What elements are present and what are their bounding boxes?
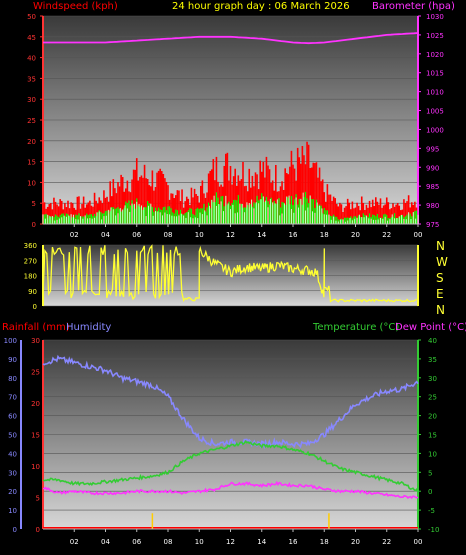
temp-x-tick-label: 16 — [289, 538, 298, 546]
temperature-tick-label: 0 — [428, 488, 432, 496]
wind-direction-line — [42, 244, 417, 303]
humidity-tick-label: 10 — [8, 507, 17, 515]
barometer-tick-label: 985 — [426, 183, 439, 191]
humidity-tick-label: 90 — [8, 356, 17, 364]
windspeed-tick-label: 15 — [27, 159, 36, 167]
temp-x-tick-label: 18 — [320, 538, 329, 546]
temperature-tick-label: 35 — [428, 356, 437, 364]
dewpoint-line — [42, 480, 419, 500]
temperature-tick-label: 10 — [428, 450, 437, 458]
windspeed-tick-label: 35 — [27, 75, 36, 83]
wind-x-tick-label: 18 — [320, 231, 329, 239]
wind-x-tick-label: 16 — [289, 231, 298, 239]
windspeed-tick-label: 25 — [27, 117, 36, 125]
direction-tick-label: 360 — [24, 242, 37, 250]
wind-x-tick-label: 04 — [101, 231, 110, 239]
barometer-tick-label: 1005 — [426, 108, 444, 116]
temperature-line — [42, 440, 419, 493]
barometer-tick-label: 1025 — [426, 32, 444, 40]
compass-label-e: E — [436, 287, 444, 301]
direction-tick-label: 180 — [24, 273, 37, 281]
barometer-tick-label: 1000 — [426, 126, 444, 134]
barometer-tick-label: 1020 — [426, 51, 444, 59]
windspeed-tick-label: 45 — [27, 34, 36, 42]
rainfall-tick-label: 30 — [31, 337, 40, 345]
windspeed-tick-label: 30 — [27, 96, 36, 104]
temperature-tick-label: 5 — [428, 469, 432, 477]
rainfall-tick-label: 0 — [36, 526, 40, 534]
rainfall-axis-title: Rainfall (mm) — [2, 322, 70, 333]
temp-x-tick-label: 04 — [101, 538, 110, 546]
humidity-line — [42, 354, 419, 450]
chart-title: 24 hour graph day : 06 March 2026 — [172, 1, 350, 12]
rainfall-tick-label: 25 — [31, 369, 40, 377]
temp-x-tick-label: 20 — [351, 538, 360, 546]
temperature-axis-title: Temperature (°C) — [312, 322, 399, 333]
compass-label-w: W — [436, 255, 448, 269]
humidity-tick-label: 50 — [8, 432, 17, 440]
humidity-tick-label: 20 — [8, 488, 17, 496]
temperature-tick-label: 20 — [428, 413, 437, 421]
wind-x-tick-label: 10 — [195, 231, 204, 239]
humidity-axis-title: Humidity — [66, 322, 111, 333]
humidity-tick-label: 100 — [4, 337, 17, 345]
temperature-tick-label: -5 — [428, 507, 435, 515]
dewpoint-axis-title: Dew Point (°C) — [395, 322, 466, 333]
windspeed-tick-label: 5 — [32, 200, 36, 208]
humidity-tick-label: 60 — [8, 413, 17, 421]
wind-x-tick-label: 20 — [351, 231, 360, 239]
temperature-tick-label: 30 — [428, 375, 437, 383]
temp-x-tick-label: 08 — [164, 538, 173, 546]
barometer-line — [43, 32, 419, 45]
humidity-tick-label: 40 — [8, 450, 17, 458]
temp-x-tick-label: 12 — [226, 538, 235, 546]
barometer-tick-label: 990 — [426, 164, 439, 172]
temp-x-tick-label: 06 — [132, 538, 141, 546]
compass-label-n-bottom: N — [436, 303, 445, 317]
windspeed-tick-label: 0 — [32, 221, 36, 229]
temp-x-tick-label: 10 — [195, 538, 204, 546]
humidity-tick-label: 70 — [8, 394, 17, 402]
direction-tick-label: 0 — [33, 303, 37, 311]
temperature-tick-label: 40 — [428, 337, 437, 345]
temp-x-tick-label: 22 — [382, 538, 391, 546]
compass-label-s: S — [436, 271, 444, 285]
rainfall-tick-label: 20 — [31, 400, 40, 408]
barometer-tick-label: 1010 — [426, 89, 444, 97]
wind-x-tick-label: 06 — [132, 231, 141, 239]
barometer-tick-label: 1015 — [426, 70, 444, 78]
wind-x-tick-label: 22 — [382, 231, 391, 239]
humidity-tick-label: 0 — [13, 526, 17, 534]
wind-x-tick-label: 02 — [70, 231, 79, 239]
humidity-tick-label: 30 — [8, 469, 17, 477]
temp-x-tick-label: 02 — [70, 538, 79, 546]
rainfall-tick-label: 10 — [31, 463, 40, 471]
wind-x-tick-label: 00 — [414, 231, 423, 239]
temp-x-tick-label: 00 — [414, 538, 423, 546]
direction-tick-label: 90 — [28, 288, 37, 296]
barometer-axis-title: Barometer (hpa) — [372, 1, 455, 12]
barometer-tick-label: 980 — [426, 202, 439, 210]
barometer-tick-label: 975 — [426, 221, 439, 229]
temp-x-tick-label: 14 — [257, 538, 266, 546]
barometer-tick-label: 1030 — [426, 13, 444, 21]
barometer-tick-label: 995 — [426, 145, 439, 153]
temperature-tick-label: -10 — [428, 526, 439, 534]
wind-x-tick-label: 14 — [257, 231, 266, 239]
windspeed-axis-title: Windspeed (kph) — [33, 1, 118, 12]
windspeed-tick-label: 40 — [27, 55, 36, 63]
wind-x-tick-label: 08 — [164, 231, 173, 239]
compass-label-n-top: N — [436, 239, 445, 253]
wind-x-tick-label: 12 — [226, 231, 235, 239]
windspeed-tick-label: 10 — [27, 179, 36, 187]
temperature-tick-label: 25 — [428, 394, 437, 402]
windspeed-tick-label: 20 — [27, 138, 36, 146]
windspeed-tick-label: 50 — [27, 13, 36, 21]
temperature-tick-label: 15 — [428, 432, 437, 440]
rainfall-tick-label: 5 — [36, 495, 40, 503]
rainfall-tick-label: 15 — [31, 432, 40, 440]
humidity-tick-label: 80 — [8, 375, 17, 383]
direction-tick-label: 270 — [24, 257, 37, 265]
